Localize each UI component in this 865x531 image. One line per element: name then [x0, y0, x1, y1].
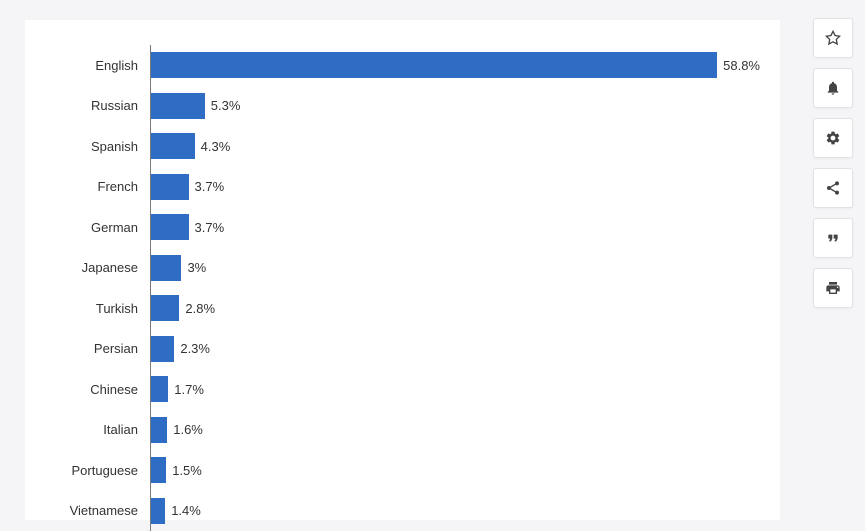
category-label: German: [45, 220, 150, 235]
print-button[interactable]: [813, 268, 853, 308]
settings-button[interactable]: [813, 118, 853, 158]
share-button[interactable]: [813, 168, 853, 208]
bell-icon: [825, 80, 841, 96]
bar-cell: 2.8%: [150, 288, 760, 329]
bar-cell: 1.4%: [150, 491, 760, 531]
print-icon: [825, 280, 841, 296]
value-label: 1.6%: [173, 422, 203, 437]
bar[interactable]: [151, 174, 189, 200]
value-label: 1.4%: [171, 503, 201, 518]
bar[interactable]: [151, 336, 174, 362]
value-label: 2.8%: [185, 301, 215, 316]
notifications-button[interactable]: [813, 68, 853, 108]
value-label: 1.7%: [174, 382, 204, 397]
value-label: 3%: [187, 260, 206, 275]
bar[interactable]: [151, 52, 717, 78]
category-label: Spanish: [45, 139, 150, 154]
category-label: Japanese: [45, 260, 150, 275]
category-label: Chinese: [45, 382, 150, 397]
chart-row: German 3.7%: [45, 207, 760, 248]
bar[interactable]: [151, 255, 181, 281]
category-label: Russian: [45, 98, 150, 113]
category-label: French: [45, 179, 150, 194]
chart-container: English 58.8% Russian 5.3% Spanish 4.3% French…: [25, 20, 780, 520]
bar-cell: 1.6%: [150, 410, 760, 451]
category-label: Persian: [45, 341, 150, 356]
chart-row: Turkish 2.8%: [45, 288, 760, 329]
category-label: Italian: [45, 422, 150, 437]
chart-area: English 58.8% Russian 5.3% Spanish 4.3% French…: [45, 45, 760, 520]
gear-icon: [825, 130, 841, 146]
bar[interactable]: [151, 376, 168, 402]
bar[interactable]: [151, 93, 205, 119]
chart-row: Italian 1.6%: [45, 410, 760, 451]
quote-icon: [825, 230, 841, 246]
bar[interactable]: [151, 295, 179, 321]
bar-cell: 1.7%: [150, 369, 760, 410]
chart-row: Spanish 4.3%: [45, 126, 760, 167]
chart-row: Japanese 3%: [45, 248, 760, 289]
category-label: English: [45, 58, 150, 73]
bar-cell: 1.5%: [150, 450, 760, 491]
chart-row: English 58.8%: [45, 45, 760, 86]
value-label: 2.3%: [180, 341, 210, 356]
chart-row: Persian 2.3%: [45, 329, 760, 370]
value-label: 5.3%: [211, 98, 241, 113]
bar[interactable]: [151, 133, 195, 159]
bar-cell: 3%: [150, 248, 760, 289]
chart-row: Portuguese 1.5%: [45, 450, 760, 491]
value-label: 58.8%: [723, 58, 760, 73]
category-label: Portuguese: [45, 463, 150, 478]
value-label: 4.3%: [201, 139, 231, 154]
share-icon: [825, 180, 841, 196]
bar[interactable]: [151, 214, 189, 240]
category-label: Vietnamese: [45, 503, 150, 518]
bar[interactable]: [151, 498, 165, 524]
star-icon: [825, 30, 841, 46]
citation-button[interactable]: [813, 218, 853, 258]
bar[interactable]: [151, 417, 167, 443]
favorite-button[interactable]: [813, 18, 853, 58]
bar-cell: 2.3%: [150, 329, 760, 370]
chart-row: Vietnamese 1.4%: [45, 491, 760, 531]
value-label: 3.7%: [195, 179, 225, 194]
bar-cell: 58.8%: [150, 45, 760, 86]
chart-row: Chinese 1.7%: [45, 369, 760, 410]
bar-cell: 5.3%: [150, 86, 760, 127]
toolbar: [813, 18, 853, 308]
category-label: Turkish: [45, 301, 150, 316]
bar-cell: 3.7%: [150, 207, 760, 248]
value-label: 3.7%: [195, 220, 225, 235]
bar-cell: 3.7%: [150, 167, 760, 208]
bar[interactable]: [151, 457, 166, 483]
bar-cell: 4.3%: [150, 126, 760, 167]
chart-row: French 3.7%: [45, 167, 760, 208]
chart-row: Russian 5.3%: [45, 86, 760, 127]
value-label: 1.5%: [172, 463, 202, 478]
